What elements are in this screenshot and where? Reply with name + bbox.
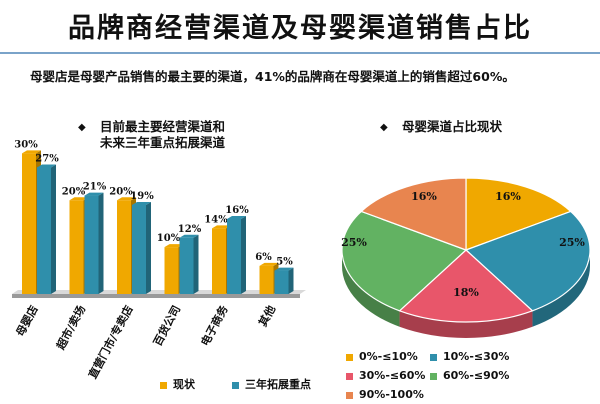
bar-top-直营门市/专卖店-现状 bbox=[117, 197, 136, 201]
pie-legend-label-1: 10%-≤30% bbox=[443, 350, 510, 363]
bar-side-超市/卖场-三年拓展重点 bbox=[98, 192, 104, 294]
category-label-超市/卖场: 超市/卖场 bbox=[53, 303, 88, 353]
pie-slice-90%-100% bbox=[360, 177, 467, 251]
bar-top-其他-现状 bbox=[259, 262, 279, 266]
category-label-电子商务: 电子商务 bbox=[198, 302, 231, 348]
bar-legend-item-current: 现状 bbox=[160, 376, 195, 392]
legend-label-current: 现状 bbox=[173, 378, 195, 391]
bar-chart-title-line-2: 未来三年重点拓展渠道 bbox=[100, 135, 226, 150]
bar-top-电子商务-三年拓展重点 bbox=[227, 216, 246, 219]
bar-top-百货公司-三年拓展重点 bbox=[179, 234, 199, 238]
pie-legend-item-1: 10%-≤30% bbox=[430, 350, 509, 363]
pie-label-30%-≤60%: 18% bbox=[453, 286, 479, 299]
bar-电子商务-三年拓展重点 bbox=[227, 219, 241, 294]
pie-slice-10%-≤30% bbox=[464, 210, 591, 312]
pie-legend-item-0: 0%-≤10% bbox=[346, 350, 418, 363]
pie-label-10%-≤30%: 25% bbox=[559, 236, 585, 249]
bar-top-电子商务-现状 bbox=[212, 225, 231, 229]
bar-chart-title: 目前最主要经营渠道和 未来三年重点拓展渠道 bbox=[100, 119, 225, 151]
pie-slice-30%-≤60% bbox=[398, 249, 534, 323]
bar-title-bullet-icon: ◆ bbox=[78, 122, 86, 133]
title-divider bbox=[0, 52, 600, 54]
pie-legend-swatch-1 bbox=[430, 353, 437, 361]
pie-legend-item-3: 60%-≤90% bbox=[430, 369, 509, 382]
bar-label-百货公司-现状: 10% bbox=[157, 233, 181, 244]
bar-超市/卖场-现状 bbox=[69, 200, 84, 294]
bar-电子商务-现状 bbox=[212, 228, 226, 294]
pie-legend-swatch-4 bbox=[346, 391, 353, 399]
bar-label-其他-三年拓展重点: 5% bbox=[276, 257, 293, 268]
bar-label-超市/卖场-三年拓展重点: 21% bbox=[83, 182, 107, 193]
bar-top-母婴店-三年拓展重点 bbox=[37, 164, 56, 168]
bar-top-百货公司-现状 bbox=[164, 244, 184, 248]
pie-label-60%-≤90%: 25% bbox=[341, 236, 367, 249]
category-label-直营门市/专卖店: 直营门市/专卖店 bbox=[85, 303, 135, 381]
bar-label-超市/卖场-现状: 20% bbox=[62, 186, 86, 197]
pie-legend-swatch-2 bbox=[346, 372, 353, 380]
pie-title-bullet-icon: ◆ bbox=[380, 122, 388, 133]
pie-legend-label-2: 30%-≤60% bbox=[359, 369, 426, 382]
pie-label-0%-≤10%: 16% bbox=[495, 190, 521, 203]
bar-floor-edge bbox=[12, 294, 300, 298]
pie-legend-item-2: 30%-≤60% bbox=[346, 369, 425, 382]
category-label-母婴店: 母婴店 bbox=[13, 303, 41, 339]
bar-母婴店-现状 bbox=[22, 153, 36, 294]
pie-label-90%-100%: 16% bbox=[411, 190, 437, 203]
page-subtitle: 母婴店是母婴产品销售的最主要的渠道，41%的品牌商在母婴渠道上的销售超过60%。 bbox=[30, 69, 515, 84]
bar-直营门市/专卖店-现状 bbox=[117, 200, 131, 294]
bar-top-超市/卖场-现状 bbox=[69, 197, 89, 201]
bar-side-电子商务-三年拓展重点 bbox=[241, 216, 246, 294]
bar-top-超市/卖场-三年拓展重点 bbox=[84, 192, 104, 196]
bar-label-直营门市/专卖店-现状: 20% bbox=[109, 186, 133, 197]
pie-legend-label-0: 0%-≤10% bbox=[359, 350, 418, 363]
pie-legend-swatch-3 bbox=[430, 372, 437, 380]
bar-label-母婴店-现状: 30% bbox=[14, 139, 38, 150]
bar-百货公司-三年拓展重点 bbox=[179, 237, 194, 294]
bar-legend-item-future: 三年拓展重点 bbox=[232, 376, 311, 392]
bar-label-其他-现状: 6% bbox=[255, 252, 272, 263]
legend-swatch-future bbox=[232, 381, 239, 389]
bar-side-其他-三年拓展重点 bbox=[288, 267, 294, 294]
pie-slice-0%-≤10% bbox=[465, 177, 572, 251]
bar-side-直营门市/专卖店-三年拓展重点 bbox=[146, 201, 151, 294]
bar-label-电子商务-三年拓展重点: 16% bbox=[225, 205, 249, 216]
bar-top-母婴店-现状 bbox=[22, 150, 41, 154]
pie-chart-title: 母婴渠道占比现状 bbox=[402, 119, 503, 134]
category-label-其他: 其他 bbox=[255, 303, 278, 329]
bar-label-百货公司-三年拓展重点: 12% bbox=[178, 224, 202, 235]
bar-其他-三年拓展重点 bbox=[274, 270, 289, 294]
category-label-百货公司: 百货公司 bbox=[150, 303, 183, 348]
pie-legend-item-4: 90%-100% bbox=[346, 388, 424, 401]
pie-legend-label-4: 90%-100% bbox=[359, 388, 424, 401]
bar-side-百货公司-三年拓展重点 bbox=[193, 234, 199, 294]
bar-其他-现状 bbox=[259, 265, 274, 294]
legend-label-future: 三年拓展重点 bbox=[245, 378, 311, 391]
bar-top-其他-三年拓展重点 bbox=[274, 267, 294, 271]
bar-label-母婴店-三年拓展重点: 27% bbox=[35, 153, 59, 164]
bar-chart-title-line-1: 目前最主要经营渠道和 bbox=[100, 119, 226, 134]
bar-label-直营门市/专卖店-三年拓展重点: 19% bbox=[130, 191, 154, 202]
legend-swatch-current bbox=[160, 381, 167, 389]
pie-side-60%-≤90% bbox=[342, 250, 400, 327]
pie-side-10%-≤30% bbox=[532, 250, 590, 327]
pie-slice-60%-≤90% bbox=[341, 210, 468, 312]
bar-百货公司-现状 bbox=[164, 247, 179, 294]
bar-超市/卖场-三年拓展重点 bbox=[84, 195, 99, 294]
pie-legend-label-3: 60%-≤90% bbox=[443, 369, 510, 382]
bar-top-直营门市/专卖店-三年拓展重点 bbox=[132, 201, 151, 205]
bar-直营门市/专卖店-三年拓展重点 bbox=[132, 204, 146, 294]
pie-legend-swatch-0 bbox=[346, 353, 353, 361]
bar-side-母婴店-三年拓展重点 bbox=[51, 164, 56, 294]
bar-label-电子商务-现状: 14% bbox=[204, 214, 228, 225]
bar-母婴店-三年拓展重点 bbox=[37, 167, 51, 294]
page-title: 品牌商经营渠道及母婴渠道销售占比 bbox=[68, 13, 532, 44]
pie-side-30%-≤60% bbox=[399, 310, 533, 338]
